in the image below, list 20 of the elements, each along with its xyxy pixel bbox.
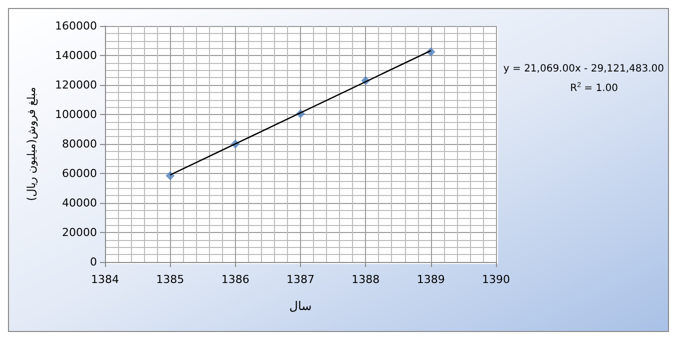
- y-tick-label: 100000: [55, 108, 97, 121]
- x-tick-label: 1389: [416, 273, 445, 286]
- x-tick-label: 1386: [221, 273, 250, 286]
- y-tick-label: 60000: [62, 167, 97, 180]
- y-axis-title: مبلغ فروش(میلیون ریال): [25, 86, 38, 202]
- y-tick-label: 140000: [55, 49, 97, 62]
- text: y = 21,069.00x - 29,121,483.00: [503, 64, 664, 74]
- y-tick-label: 120000: [55, 78, 97, 92]
- x-tick-label: 1388: [352, 273, 380, 286]
- x-tick-label: 1390: [482, 273, 510, 286]
- y-tick-label: 40000: [62, 196, 97, 210]
- x-tick-label: 1385: [156, 273, 184, 286]
- point: [166, 171, 175, 180]
- x-tick-label: 1387: [286, 273, 314, 286]
- x-axis-title: سال: [289, 299, 312, 313]
- x-tick-label: 1384: [91, 273, 119, 286]
- y-tick-label: 20000: [62, 226, 97, 239]
- y-tick-label: 0: [90, 256, 97, 268]
- y-tick-label: 160000: [55, 20, 97, 32]
- y-tick-label: 80000: [62, 138, 97, 150]
